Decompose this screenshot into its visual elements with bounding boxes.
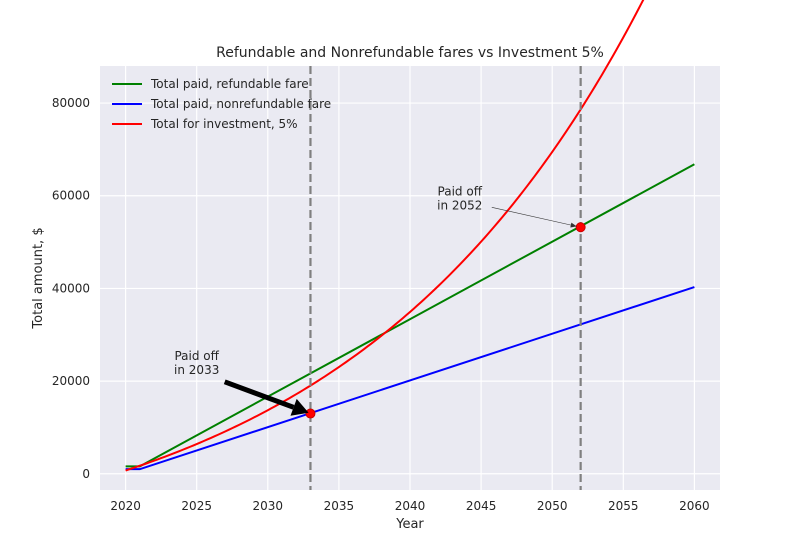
y-tick-label: 20000 (52, 374, 90, 388)
y-tick-labels: 0 20000 40000 60000 80000 (52, 96, 90, 481)
annotation-text: in 2052 (437, 198, 482, 212)
series-layer (125, 0, 695, 472)
annotation-arrow (223, 379, 295, 410)
annotation-arrow (491, 207, 577, 227)
x-tick-label: 2020 (110, 499, 141, 513)
annotation-text: in 2033 (174, 363, 219, 377)
x-axis-label: Year (395, 517, 424, 532)
legend-label: Total for investment, 5% (150, 117, 298, 131)
x-tick-label: 2030 (253, 499, 284, 513)
y-tick-label: 0 (82, 467, 90, 481)
annotation-arrowhead (290, 398, 309, 416)
x-tick-label: 2025 (181, 499, 212, 513)
legend-label: Total paid, nonrefundable fare (150, 97, 331, 111)
legend-label: Total paid, refundable fare (150, 77, 309, 91)
reference-lines (309, 66, 582, 490)
x-tick-label: 2040 (395, 499, 426, 513)
x-tick-labels: 2020 2025 2030 2035 2040 2045 2050 2055 2060 (110, 499, 709, 513)
intersection-markers (305, 222, 586, 419)
x-tick-label: 2035 (324, 499, 355, 513)
legend: Total paid, refundable fare Total paid, n… (112, 77, 331, 131)
annotation-text: Paid off (174, 349, 219, 363)
intersection-marker (575, 222, 586, 233)
chart-title: Refundable and Nonrefundable fares vs In… (216, 45, 604, 61)
x-tick-label: 2045 (466, 499, 497, 513)
x-tick-label: 2055 (608, 499, 639, 513)
y-tick-label: 40000 (52, 281, 90, 295)
intersection-marker (305, 408, 316, 419)
annotation-arrowhead (570, 222, 577, 228)
annotation-text: Paid off (438, 184, 483, 198)
x-tick-label: 2050 (537, 499, 568, 513)
series-line-2 (125, 0, 645, 472)
y-tick-label: 80000 (52, 96, 90, 110)
y-axis-label: Total amount, $ (31, 227, 46, 329)
x-tick-label: 2060 (679, 499, 710, 513)
y-tick-label: 60000 (52, 189, 90, 203)
